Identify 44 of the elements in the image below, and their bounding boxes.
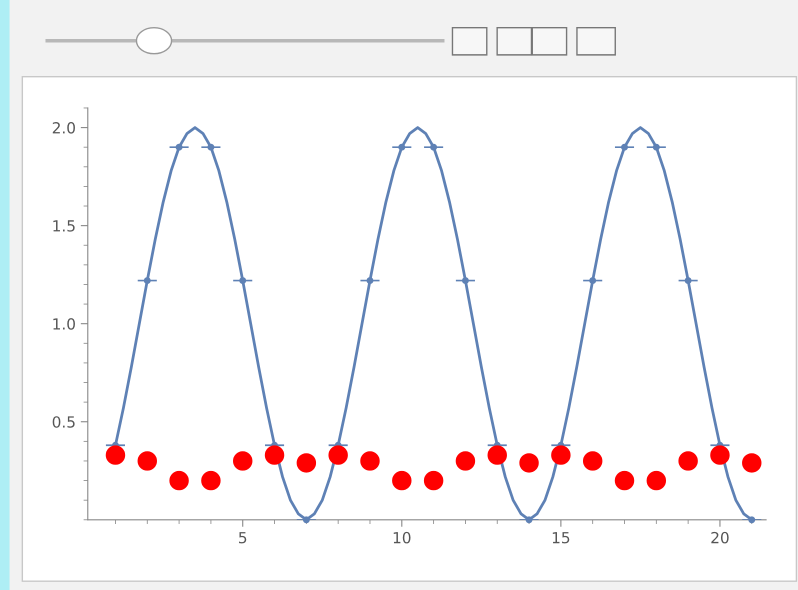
x-tick-label: 15 — [552, 532, 570, 544]
point — [360, 451, 380, 471]
x-tick-label: 10 — [394, 532, 410, 544]
point — [232, 451, 252, 471]
point — [621, 144, 628, 151]
point — [488, 445, 507, 465]
y-tick-label: 1.5 — [53, 220, 75, 232]
point — [106, 445, 126, 465]
y-tick-label: 2.0 — [52, 122, 75, 134]
point — [456, 451, 476, 471]
point — [519, 453, 539, 473]
point — [239, 277, 246, 284]
point — [201, 470, 221, 490]
point — [462, 277, 469, 284]
point — [678, 451, 698, 471]
point — [144, 277, 151, 284]
point — [742, 453, 762, 473]
y-tick-label: 0.5 — [52, 416, 75, 428]
point — [264, 445, 284, 465]
point — [684, 277, 692, 284]
point — [138, 451, 157, 471]
point — [526, 516, 533, 524]
point — [328, 445, 348, 465]
point — [176, 144, 183, 151]
point — [646, 470, 666, 490]
point — [302, 516, 310, 524]
point — [398, 144, 406, 151]
point — [582, 451, 602, 471]
point — [589, 277, 596, 284]
point — [710, 445, 730, 465]
point — [169, 470, 189, 490]
point — [430, 144, 438, 151]
x-tick-label: 5 — [239, 532, 246, 544]
point — [296, 453, 316, 473]
point — [392, 470, 412, 490]
point — [207, 144, 214, 151]
point — [652, 144, 660, 151]
point — [424, 470, 444, 490]
x-tick-label: 20 — [711, 532, 729, 544]
point — [614, 470, 634, 490]
y-tick-label: 1.0 — [53, 318, 75, 330]
point — [551, 445, 571, 465]
point — [748, 516, 756, 524]
point — [366, 277, 374, 284]
